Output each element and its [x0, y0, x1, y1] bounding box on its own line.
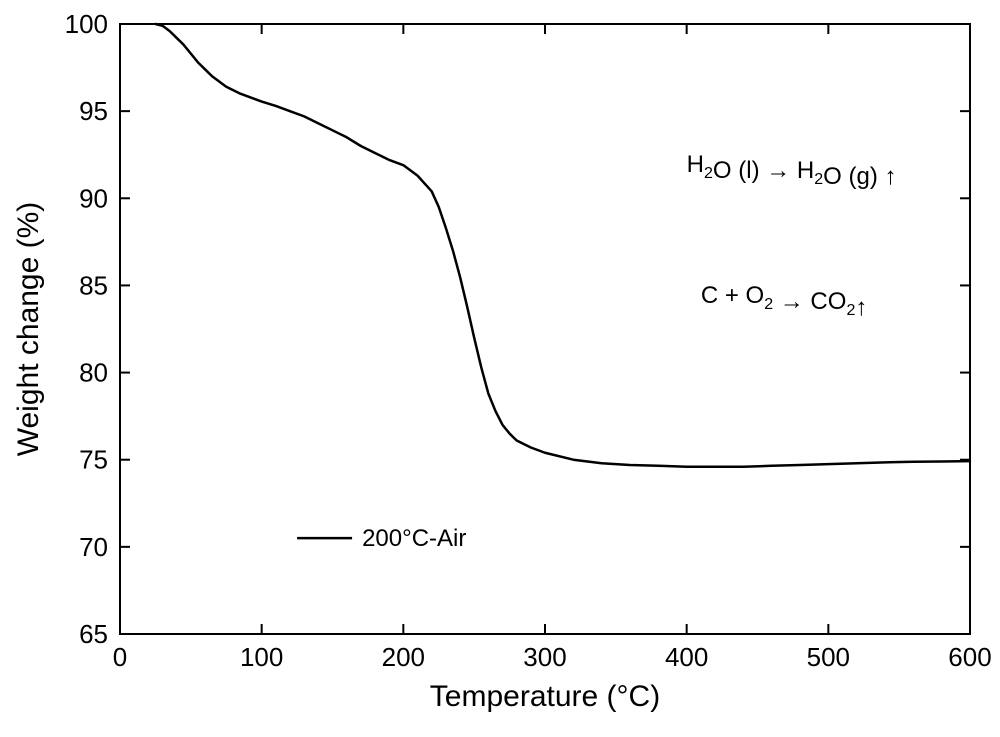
y-tick-label: 70: [79, 532, 108, 562]
y-tick-label: 65: [79, 619, 108, 649]
tga-chart: 0 100 200 300 400 500 600 65 70 75 80 85 90 95 100 Temp…: [0, 0, 1000, 737]
x-tick-label: 200: [382, 642, 425, 672]
y-tick-label: 95: [79, 96, 108, 126]
y-tick-label: 90: [79, 183, 108, 213]
x-axis-label: Temperature (°C): [430, 680, 660, 713]
x-tick-label: 0: [113, 642, 127, 672]
chart-background: [0, 0, 1000, 737]
y-tick-label: 80: [79, 358, 108, 388]
x-tick-label: 100: [240, 642, 283, 672]
chart-svg: 0 100 200 300 400 500 600 65 70 75 80 85 90 95 100 Temp…: [0, 0, 1000, 737]
x-tick-label: 500: [807, 642, 850, 672]
x-tick-label: 600: [948, 642, 991, 672]
y-tick-label: 75: [79, 445, 108, 475]
x-tick-label: 400: [665, 642, 708, 672]
y-tick-label: 85: [79, 270, 108, 300]
y-axis-label: Weight change (%): [12, 202, 45, 457]
legend-label: 200°C-Air: [362, 525, 466, 552]
x-tick-label: 300: [523, 642, 566, 672]
y-tick-label: 100: [65, 9, 108, 39]
